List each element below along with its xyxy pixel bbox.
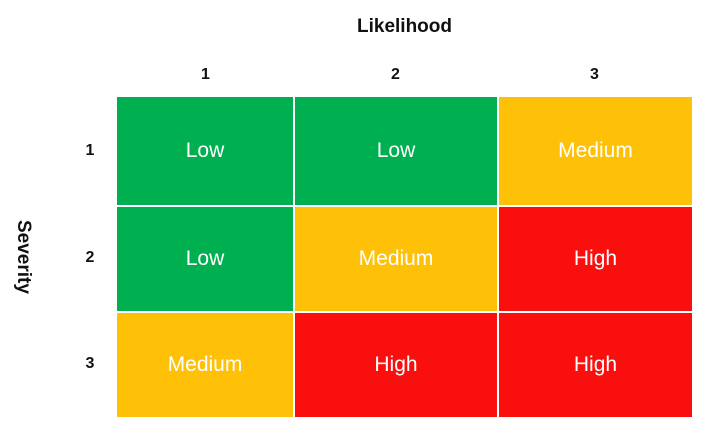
row-headers: 1 2 3 xyxy=(70,97,110,417)
y-axis-title: Severity xyxy=(13,220,34,294)
matrix-cell-r1c1: Low xyxy=(117,97,293,205)
column-header-1: 1 xyxy=(201,66,210,83)
matrix-cell-r1c3: Medium xyxy=(499,97,692,205)
matrix-cell-r1c2: Low xyxy=(295,97,497,205)
matrix-cell-r2c3: High xyxy=(499,207,692,311)
matrix-cell-r3c3: High xyxy=(499,313,692,417)
matrix-cell-r2c2: Medium xyxy=(295,207,497,311)
matrix-cell-r3c1: Medium xyxy=(117,313,293,417)
column-headers: 1 2 3 xyxy=(117,63,692,87)
x-axis-title: Likelihood xyxy=(357,16,452,37)
row-header-3: 3 xyxy=(85,355,95,372)
row-header-1: 1 xyxy=(85,142,95,159)
column-header-3: 3 xyxy=(590,66,599,83)
column-header-2: 2 xyxy=(391,66,400,83)
row-header-2: 2 xyxy=(85,249,95,266)
matrix-cell-r3c2: High xyxy=(295,313,497,417)
matrix-cell-r2c1: Low xyxy=(117,207,293,311)
matrix-grid: Low Low Medium Low Medium High Medium Hi… xyxy=(117,97,692,417)
